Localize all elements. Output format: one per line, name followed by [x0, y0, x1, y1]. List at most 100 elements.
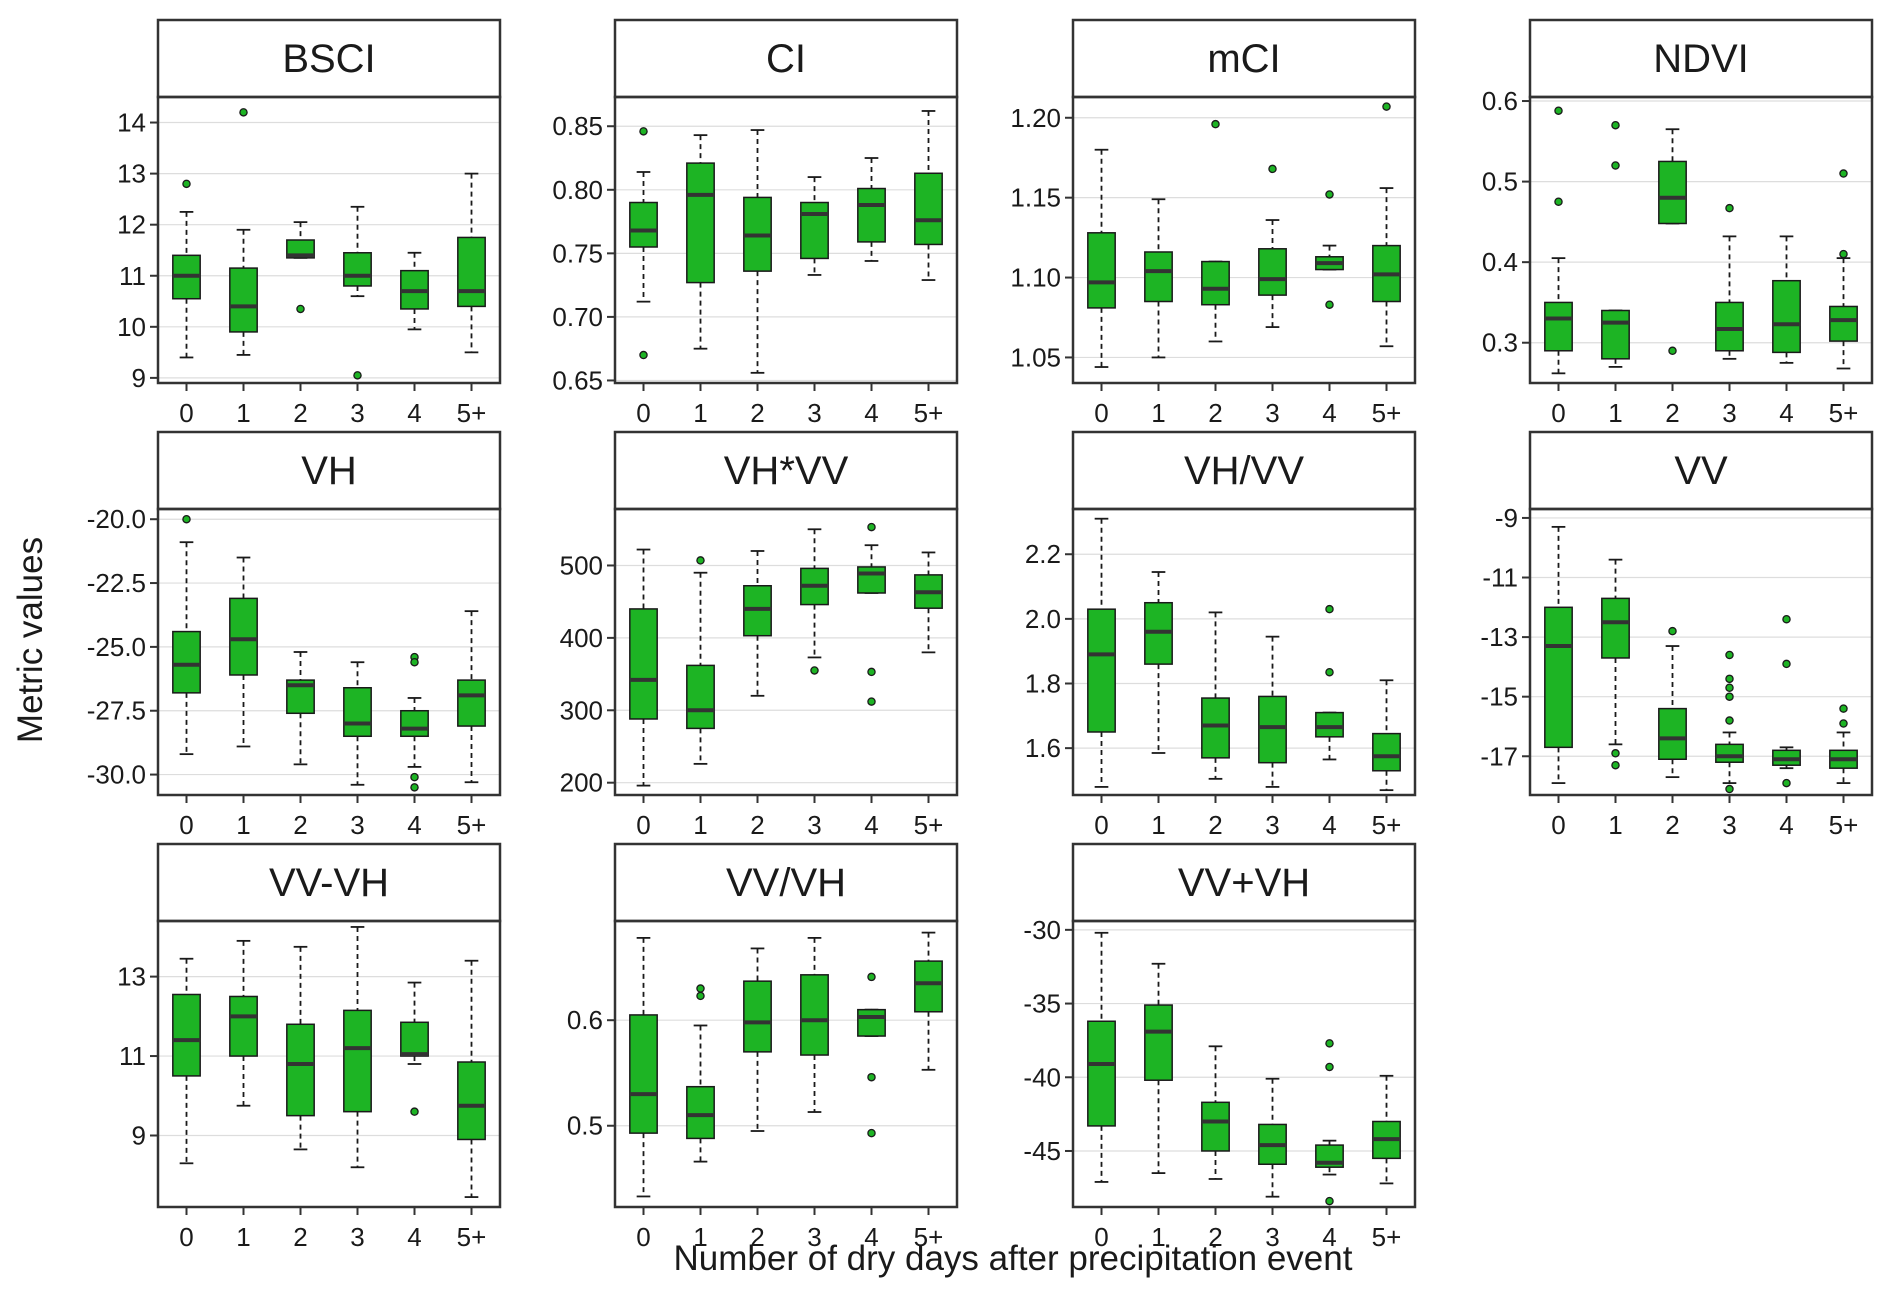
panel-vv-vh: VV-VH 9 11 13 0 1 2 3 4 5+: [117, 842, 502, 1252]
outlier-point: [639, 350, 648, 360]
box-ci-1: [686, 134, 715, 350]
box-vh-times-vv-0: [629, 548, 658, 787]
x-tick-label: 5+: [457, 398, 487, 428]
outlier-point: [1268, 164, 1277, 174]
iqr-box: [457, 236, 486, 308]
x-tick-label: 5+: [914, 810, 944, 840]
x-tick-label: 2: [1208, 810, 1222, 840]
x-tick-label: 1: [693, 1222, 707, 1252]
box-vh-3: [343, 661, 372, 786]
x-tick-label: 2: [293, 810, 307, 840]
box-vh-times-vv-5-plus: [914, 551, 943, 654]
x-tick-label: 5+: [457, 810, 487, 840]
y-tick-label: -25.0: [87, 632, 146, 662]
box-mci-4: [1315, 190, 1344, 309]
outlier-point: [1325, 1039, 1334, 1048]
facet-strip: [1071, 430, 1417, 511]
outlier-point: [1325, 300, 1334, 309]
x-tick-label: 0: [179, 810, 193, 840]
iqr-box: [1544, 301, 1573, 352]
box-ndvi-1: [1601, 120, 1630, 368]
x-tick-label: 0: [636, 1222, 650, 1252]
box-vv-plus-vh-3: [1258, 1077, 1287, 1198]
y-tick-label: 1.8: [1025, 669, 1061, 699]
y-tick-label: 0.70: [552, 302, 603, 332]
y-tick-label: -30.0: [87, 760, 146, 790]
outlier-point: [1554, 106, 1563, 115]
box-mci-0: [1087, 148, 1116, 368]
outlier-point: [1325, 1062, 1334, 1072]
box-ci-5-plus: [914, 110, 943, 281]
facet-strip: [156, 430, 502, 511]
box-vv-vh-3: [343, 926, 372, 1169]
iqr-box: [686, 664, 715, 730]
box-vh-times-vv-2: [743, 550, 772, 697]
box-vh-5-plus: [457, 610, 486, 784]
facet-strip: [1528, 430, 1874, 511]
outlier-point: [1725, 674, 1734, 684]
outlier-point: [1839, 719, 1848, 728]
x-tick-label: 0: [1094, 810, 1108, 840]
outlier-point: [1211, 119, 1220, 129]
box-bsci-2: [286, 221, 315, 314]
box-bsci-1: [229, 108, 258, 356]
iqr-box: [857, 566, 886, 594]
box-vv-vh-5-plus: [457, 959, 486, 1198]
outlier-point: [696, 991, 705, 1001]
x-tick-label: 5+: [457, 1222, 487, 1252]
x-tick-label: 5+: [1829, 810, 1859, 840]
outlier-point: [867, 697, 876, 706]
outlier-point: [182, 514, 191, 524]
panel-frame: [1528, 95, 1874, 385]
box-vh-over-vv-0: [1087, 517, 1116, 788]
box-vh-over-vv-3: [1258, 635, 1287, 788]
iqr-box: [1201, 1101, 1230, 1152]
facet-title: VV/VH: [726, 861, 846, 905]
panel-vv-over-vh: VV/VH 0.5 0.6 0 1 2 3 4 5+: [567, 842, 959, 1252]
x-tick-label: 0: [636, 398, 650, 428]
box-vv-over-vh-2: [743, 947, 772, 1132]
iqr-box: [1772, 279, 1801, 354]
y-tick-label: 1.10: [1010, 263, 1061, 293]
y-tick-label: 0.5: [567, 1111, 603, 1141]
y-tick-label: 200: [560, 768, 603, 798]
x-tick-label: 1: [1608, 398, 1622, 428]
box-mci-2: [1201, 119, 1230, 343]
iqr-box: [1144, 251, 1173, 303]
outlier-point: [1725, 784, 1734, 794]
iqr-box: [800, 201, 829, 260]
x-tick-label: 0: [1551, 810, 1565, 840]
outlier-point: [410, 772, 419, 782]
y-tick-label: 11: [119, 261, 146, 291]
box-vv-4: [1772, 614, 1801, 788]
y-tick-label: 300: [560, 695, 603, 725]
x-tick-label: 2: [750, 398, 764, 428]
outlier-point: [410, 783, 419, 792]
x-tick-label: 2: [1665, 398, 1679, 428]
box-vh-2: [286, 651, 315, 766]
box-vv-vh-4: [400, 981, 429, 1116]
box-bsci-0: [172, 179, 201, 359]
facet-strip: [1528, 18, 1874, 99]
box-vv-vh-0: [172, 957, 201, 1165]
box-vh-0: [172, 514, 201, 756]
panel-frame: [1528, 507, 1874, 797]
outlier-point: [1554, 197, 1563, 206]
box-vh-over-vv-4: [1315, 604, 1344, 761]
x-tick-label: 1: [693, 398, 707, 428]
y-tick-label: 13: [117, 962, 146, 992]
panel-vv-plus-vh: VV+VH -45 -40 -35 -30 0 1 2 3 4 5+: [1023, 842, 1417, 1252]
box-vv-plus-vh-5-plus: [1372, 1074, 1401, 1185]
outlier-point: [867, 1128, 876, 1138]
outlier-point: [1611, 749, 1620, 758]
iqr-box: [229, 597, 258, 676]
iqr-box: [457, 679, 486, 727]
outlier-point: [1725, 203, 1734, 213]
iqr-box: [1544, 606, 1573, 749]
x-tick-label: 1: [1151, 398, 1165, 428]
outlier-point: [1611, 120, 1620, 130]
box-vv-5-plus: [1829, 704, 1858, 784]
x-tick-label: 5+: [1372, 398, 1402, 428]
y-tick-label: 0.3: [1482, 328, 1518, 358]
iqr-box: [229, 995, 258, 1057]
